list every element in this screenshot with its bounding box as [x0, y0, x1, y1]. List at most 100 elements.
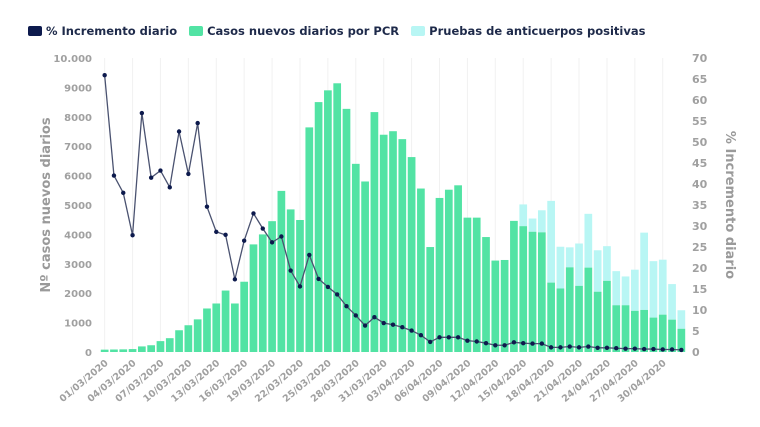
increment-point — [214, 229, 219, 235]
pcr-bar — [649, 317, 658, 352]
antibody-bar — [621, 276, 630, 306]
y-tick-label: 1000 — [64, 319, 92, 330]
y2-tick-label: 5 — [692, 325, 700, 338]
increment-point — [223, 232, 228, 238]
increment-point — [334, 292, 340, 297]
y-axis-label: Nº casos nuevos diarios — [39, 117, 54, 292]
pcr-bar — [463, 217, 472, 352]
pcr-bar — [519, 226, 528, 352]
antibody-bar — [640, 232, 648, 310]
pcr-bar — [426, 247, 435, 352]
increment-point — [260, 226, 265, 231]
increment-point — [269, 240, 275, 245]
antibody-bar — [575, 243, 583, 286]
antibody-bar — [556, 246, 565, 289]
pcr-bar — [435, 197, 444, 352]
pcr-bar — [277, 190, 286, 352]
y2-tick-label: 35 — [692, 199, 707, 212]
y-tick-label: 2000 — [64, 289, 92, 300]
increment-point — [176, 129, 182, 134]
pcr-bar — [612, 305, 621, 352]
increment-point — [186, 171, 191, 177]
y-tick-label: 10.000 — [53, 54, 92, 65]
increment-point — [353, 313, 358, 318]
antibody-bar — [677, 310, 686, 329]
increment-point — [530, 341, 535, 346]
increment-point — [604, 345, 610, 350]
antibody-bar — [584, 213, 593, 268]
y2-tick-label: 45 — [692, 157, 707, 170]
pcr-bar — [305, 127, 314, 352]
x-tick-label: 30/04/2020 — [616, 358, 669, 405]
y-tick-label: 9000 — [64, 83, 92, 94]
increment-point — [307, 252, 312, 258]
pcr-bar — [379, 134, 388, 352]
antibody-bar — [565, 247, 574, 268]
y2-tick-label: 10 — [692, 304, 708, 317]
increment-point — [204, 204, 210, 209]
antibody-bar — [547, 200, 555, 283]
antibody-bar — [593, 250, 602, 292]
pcr-bar — [584, 267, 593, 352]
increment-point — [372, 314, 377, 320]
pcr-bar — [389, 131, 397, 352]
legend-item-antibody: Pruebas de anticuerpos positivas — [411, 24, 645, 38]
increment-point — [167, 185, 172, 190]
pcr-bar — [668, 319, 676, 352]
increment-point — [651, 346, 656, 352]
increment-point — [446, 335, 452, 340]
increment-point — [623, 346, 628, 351]
pcr-bar — [138, 346, 146, 352]
legend-swatch-pcr — [189, 26, 204, 36]
pcr-bar — [575, 285, 583, 352]
antibody-bar — [612, 271, 621, 306]
pcr-bar — [537, 232, 546, 352]
increment-point — [586, 344, 591, 349]
increment-point — [130, 233, 135, 238]
pcr-bar — [658, 314, 667, 352]
pcr-bar — [593, 291, 602, 352]
increment-point — [139, 110, 145, 116]
pcr-bar — [258, 234, 267, 352]
y2-tick-label: 70 — [692, 52, 708, 65]
pcr-bar — [175, 330, 183, 352]
y-tick-label: 6000 — [64, 172, 92, 183]
legend-item-increment: % Incremento diario — [28, 24, 177, 38]
legend-swatch-increment — [28, 26, 42, 36]
y2-tick-label: 50 — [692, 136, 708, 149]
increment-point — [558, 345, 563, 350]
pcr-bar — [324, 90, 332, 352]
increment-point — [400, 325, 405, 330]
increment-point — [502, 343, 507, 348]
increment-point — [102, 73, 107, 78]
chart-legend: % Incremento diario Casos nuevos diarios… — [28, 24, 645, 38]
increment-point — [232, 277, 238, 282]
pcr-bar — [249, 244, 258, 352]
pcr-bar — [491, 260, 500, 352]
increment-point — [344, 304, 349, 309]
antibody-bar — [658, 259, 667, 315]
increment-point — [437, 335, 442, 340]
legend-item-pcr: Casos nuevos diarios por PCR — [189, 24, 399, 38]
y2-tick-label: 15 — [692, 283, 707, 296]
pcr-bar — [528, 231, 537, 352]
increment-point — [614, 346, 619, 351]
antibody-bar — [537, 210, 546, 233]
increment-point — [428, 339, 433, 345]
increment-point — [455, 335, 461, 340]
increment-point — [493, 343, 498, 348]
pcr-bar — [417, 188, 425, 352]
increment-point — [121, 190, 126, 196]
y2-tick-label: 30 — [692, 220, 708, 233]
pcr-bar — [500, 259, 509, 352]
increment-point — [576, 345, 582, 350]
pcr-bar — [407, 157, 416, 352]
pcr-bar — [128, 349, 137, 352]
pcr-bar — [286, 209, 295, 352]
increment-line — [102, 73, 684, 353]
increment-point — [148, 175, 154, 180]
increment-point — [539, 341, 545, 346]
legend-label-increment: % Incremento diario — [46, 24, 178, 38]
increment-point — [595, 345, 600, 350]
